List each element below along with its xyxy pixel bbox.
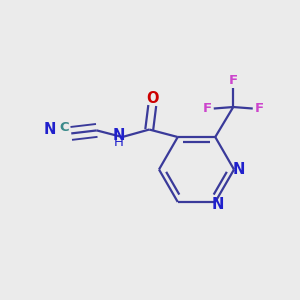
Text: N: N xyxy=(112,128,125,143)
Text: N: N xyxy=(212,197,224,212)
Text: H: H xyxy=(114,136,124,149)
Text: N: N xyxy=(44,122,56,137)
Text: N: N xyxy=(232,162,245,177)
Text: F: F xyxy=(255,102,264,115)
Text: F: F xyxy=(229,74,238,87)
Text: F: F xyxy=(202,102,212,115)
Text: O: O xyxy=(146,92,158,106)
Text: C: C xyxy=(59,121,69,134)
